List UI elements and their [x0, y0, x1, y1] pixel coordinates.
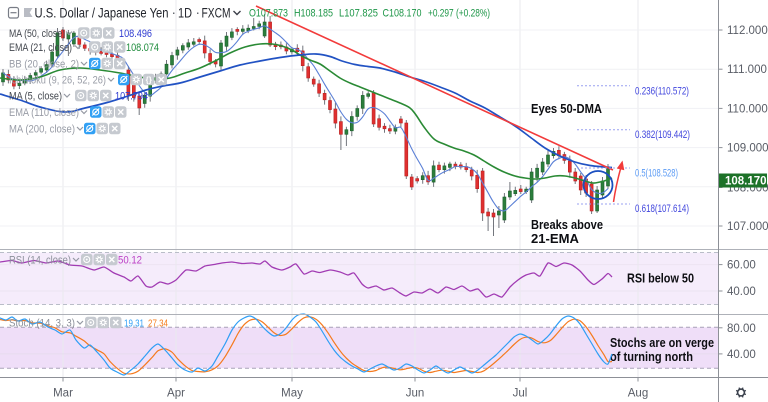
svg-text:MA (200, close): MA (200, close)	[9, 124, 75, 136]
svg-text:Jul: Jul	[513, 388, 528, 400]
svg-text:EMA (21, close): EMA (21, close)	[9, 42, 72, 54]
svg-text:0.382(109.442): 0.382(109.442)	[635, 129, 690, 141]
svg-text:Jun: Jun	[406, 388, 425, 400]
svg-text:BB (20, close, 2): BB (20, close, 2)	[9, 59, 79, 71]
svg-text:Ichimoku (9, 26, 52, 26): Ichimoku (9, 26, 52, 26)	[9, 75, 106, 87]
svg-text:40.00: 40.00	[727, 349, 756, 361]
svg-text:Eyes 50-DMA: Eyes 50-DMA	[531, 101, 603, 116]
svg-text:0.5(108.528): 0.5(108.528)	[635, 168, 678, 180]
svg-text:0.236(110.572): 0.236(110.572)	[635, 85, 689, 97]
svg-text:21-EMA: 21-EMA	[531, 231, 580, 246]
svg-text:0.618(107.614): 0.618(107.614)	[635, 203, 689, 215]
svg-text:40.00: 40.00	[727, 286, 756, 298]
svg-text:·: ·	[172, 5, 177, 20]
svg-text:O107.873: O107.873	[249, 8, 288, 20]
svg-text:FXCM: FXCM	[202, 6, 231, 21]
svg-text:Stochs are on verge: Stochs are on verge	[610, 336, 714, 350]
svg-text:·: ·	[196, 5, 201, 20]
svg-text:RSI (14, close): RSI (14, close)	[9, 255, 71, 267]
svg-text:of turning north: of turning north	[610, 350, 693, 364]
svg-text:108.170: 108.170	[725, 176, 767, 188]
svg-text:109.000: 109.000	[727, 143, 768, 155]
svg-text:Stoch (14, 3, 3): Stoch (14, 3, 3)	[9, 318, 75, 330]
svg-text:27.34: 27.34	[148, 318, 168, 330]
svg-text:May: May	[281, 388, 303, 400]
svg-text:MA (5, close): MA (5, close)	[9, 91, 62, 103]
svg-text:Mar: Mar	[53, 388, 73, 400]
svg-text:108.496: 108.496	[119, 28, 152, 40]
svg-text:80.00: 80.00	[727, 323, 756, 335]
svg-text:MA (50, close): MA (50, close)	[9, 28, 65, 40]
svg-text:RSI below 50: RSI below 50	[627, 271, 694, 286]
svg-text:110.000: 110.000	[727, 103, 768, 115]
svg-text:C108.170: C108.170	[383, 8, 422, 20]
svg-text:+0.297 (+0.28%): +0.297 (+0.28%)	[428, 8, 490, 20]
svg-text:107.000: 107.000	[727, 221, 768, 233]
svg-text:111.000: 111.000	[727, 64, 767, 76]
svg-text:112.000: 112.000	[727, 25, 768, 37]
svg-text:1D: 1D	[178, 6, 192, 21]
svg-text:Apr: Apr	[167, 388, 185, 400]
svg-text:L107.825: L107.825	[339, 8, 378, 20]
svg-text:Breaks above: Breaks above	[531, 217, 603, 232]
svg-text:EMA (110, close): EMA (110, close)	[9, 107, 79, 119]
svg-text:Aug: Aug	[628, 388, 648, 400]
svg-text:107.794: 107.794	[115, 91, 148, 103]
svg-text:U.S. Dollar / Japanese Yen: U.S. Dollar / Japanese Yen	[35, 6, 169, 21]
svg-text:108.074: 108.074	[126, 42, 159, 54]
svg-text:H108.185: H108.185	[294, 8, 333, 20]
svg-text:60.00: 60.00	[727, 260, 756, 272]
svg-text:50.12: 50.12	[118, 255, 142, 267]
svg-text:19.31: 19.31	[124, 318, 144, 330]
svg-text:{}: {}	[146, 76, 152, 85]
